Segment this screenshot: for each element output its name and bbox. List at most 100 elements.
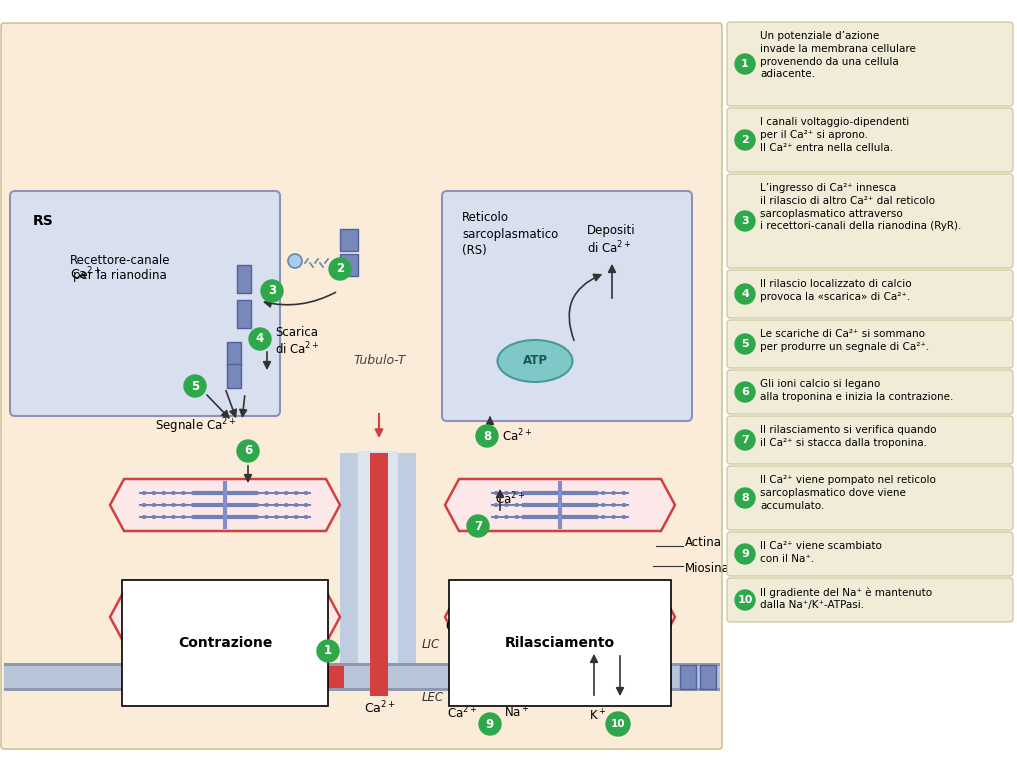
Ellipse shape [535, 627, 540, 631]
Ellipse shape [303, 627, 308, 631]
Ellipse shape [621, 615, 626, 619]
FancyBboxPatch shape [727, 320, 1013, 368]
Ellipse shape [254, 603, 259, 607]
Ellipse shape [171, 603, 176, 607]
Text: Ca$^{2+}$: Ca$^{2+}$ [495, 490, 525, 508]
FancyBboxPatch shape [442, 191, 692, 421]
FancyBboxPatch shape [727, 270, 1013, 318]
Text: 1: 1 [741, 59, 749, 69]
Text: Gli ioni calcio si legano
alla troponina e inizia la contrazione.: Gli ioni calcio si legano alla troponina… [760, 379, 953, 401]
Text: Actina: Actina [685, 537, 722, 550]
Text: Il Ca²⁺ viene pompato nel reticolo
sarcoplasmatico dove viene
accumulato.: Il Ca²⁺ viene pompato nel reticolo sarco… [760, 475, 936, 511]
Text: 7: 7 [474, 519, 482, 533]
Ellipse shape [580, 515, 585, 519]
Bar [358, 453, 398, 691]
Text: 10: 10 [737, 595, 753, 605]
Text: 6: 6 [741, 387, 749, 397]
Ellipse shape [152, 503, 157, 507]
Text: 8: 8 [741, 493, 749, 503]
Ellipse shape [545, 615, 550, 619]
Bar [340, 229, 358, 251]
Ellipse shape [200, 603, 205, 607]
Text: Ca$^{2+}$: Ca$^{2+}$ [502, 428, 532, 444]
Text: 4: 4 [741, 289, 749, 299]
Ellipse shape [200, 503, 205, 507]
Ellipse shape [525, 615, 530, 619]
Ellipse shape [152, 615, 157, 619]
Ellipse shape [545, 491, 550, 495]
Ellipse shape [294, 491, 299, 495]
Bar [237, 265, 251, 293]
Circle shape [476, 425, 498, 447]
Ellipse shape [254, 515, 259, 519]
Bar [416, 688, 720, 691]
Ellipse shape [171, 615, 176, 619]
Circle shape [735, 382, 755, 402]
Ellipse shape [545, 515, 550, 519]
Ellipse shape [211, 603, 216, 607]
Ellipse shape [264, 491, 270, 495]
Ellipse shape [235, 603, 239, 607]
FancyBboxPatch shape [727, 370, 1013, 414]
Ellipse shape [171, 503, 176, 507]
Ellipse shape [162, 603, 166, 607]
Ellipse shape [254, 615, 259, 619]
Text: 9: 9 [741, 549, 749, 559]
Ellipse shape [503, 491, 508, 495]
Ellipse shape [580, 503, 585, 507]
Ellipse shape [611, 515, 616, 519]
Bar [227, 364, 241, 388]
Ellipse shape [590, 627, 595, 631]
Ellipse shape [181, 603, 186, 607]
Ellipse shape [152, 603, 157, 607]
Ellipse shape [493, 627, 498, 631]
Ellipse shape [141, 491, 146, 495]
Ellipse shape [181, 627, 186, 631]
Ellipse shape [535, 515, 540, 519]
Ellipse shape [503, 627, 508, 631]
Ellipse shape [611, 627, 616, 631]
Ellipse shape [621, 491, 626, 495]
Ellipse shape [211, 503, 216, 507]
Ellipse shape [590, 503, 595, 507]
Text: Na$^+$: Na$^+$ [497, 622, 523, 637]
Text: per la rianodina: per la rianodina [73, 269, 167, 283]
Ellipse shape [601, 603, 606, 607]
Text: Il gradiente del Na⁺ è mantenuto
dalla Na⁺/K⁺-ATPasi.: Il gradiente del Na⁺ è mantenuto dalla N… [760, 587, 933, 610]
Text: Recettore-canale: Recettore-canale [70, 255, 170, 268]
Text: 2: 2 [336, 262, 344, 276]
Ellipse shape [244, 491, 249, 495]
Text: Il Ca²⁺ viene scambiato
con il Na⁺.: Il Ca²⁺ viene scambiato con il Na⁺. [760, 541, 882, 564]
Ellipse shape [181, 615, 186, 619]
Ellipse shape [235, 515, 239, 519]
Circle shape [735, 590, 755, 610]
Text: Ca$^{2+}$: Ca$^{2+}$ [446, 704, 477, 722]
Text: 9: 9 [486, 718, 494, 730]
Text: Le scariche di Ca²⁺ si sommano
per produrre un segnale di Ca²⁺.: Le scariche di Ca²⁺ si sommano per produ… [760, 329, 930, 351]
Ellipse shape [515, 491, 520, 495]
Ellipse shape [181, 491, 186, 495]
Text: Rilasciamento: Rilasciamento [504, 636, 615, 650]
Ellipse shape [611, 503, 616, 507]
Bar [700, 665, 716, 689]
Ellipse shape [264, 515, 270, 519]
Ellipse shape [545, 503, 550, 507]
Ellipse shape [601, 615, 606, 619]
Ellipse shape [211, 515, 216, 519]
Ellipse shape [244, 627, 249, 631]
Polygon shape [445, 591, 675, 643]
Ellipse shape [200, 491, 205, 495]
Ellipse shape [200, 515, 205, 519]
Ellipse shape [284, 627, 289, 631]
Ellipse shape [580, 603, 585, 607]
Bar [4, 663, 416, 666]
Ellipse shape [191, 603, 196, 607]
Ellipse shape [141, 515, 146, 519]
Ellipse shape [141, 603, 146, 607]
Ellipse shape [244, 615, 249, 619]
Bar [4, 663, 276, 691]
Text: 3: 3 [741, 216, 749, 226]
Circle shape [735, 54, 755, 74]
Ellipse shape [274, 491, 279, 495]
Ellipse shape [493, 615, 498, 619]
